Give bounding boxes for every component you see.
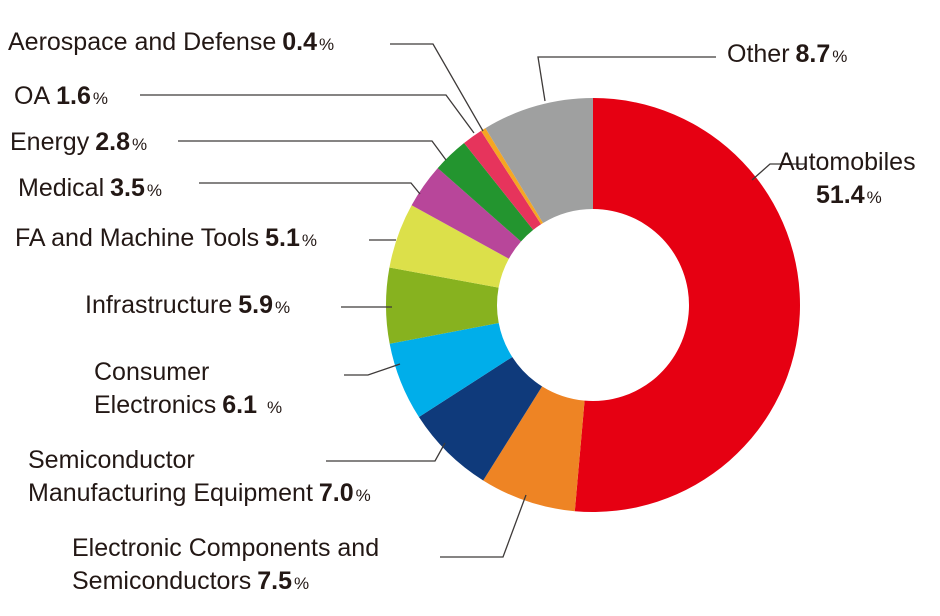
label-text: Manufacturing Equipment 7.0% bbox=[28, 479, 371, 507]
slice-infrastructure bbox=[385, 267, 499, 344]
label-value: 0.4 bbox=[282, 28, 317, 56]
leader-line-other bbox=[537, 56, 716, 102]
leader-line-oa bbox=[140, 94, 475, 134]
label-percent-sign: % bbox=[302, 231, 317, 250]
label-name: Infrastructure bbox=[85, 291, 232, 319]
label-name: FA and Machine Tools bbox=[15, 224, 259, 252]
label-name: Semiconductor bbox=[28, 446, 195, 474]
label-text: FA and Machine Tools 5.1% bbox=[15, 224, 317, 252]
label-text: OA 1.6% bbox=[14, 82, 108, 110]
label-text: Infrastructure 5.9% bbox=[85, 291, 290, 319]
label-name: Automobiles bbox=[778, 148, 916, 176]
leader-lines bbox=[140, 43, 805, 558]
slice-energy bbox=[437, 143, 534, 242]
label-text: Semiconductor bbox=[28, 446, 195, 474]
label-percent-sign: % bbox=[275, 298, 290, 317]
label-electronic-components-and-semiconductors: Electronic Components and Semiconductors 7… bbox=[72, 534, 379, 595]
label-name: Electronic Components and bbox=[72, 534, 379, 562]
leader-line-semiconductor-manufacturing-equipment bbox=[326, 442, 446, 462]
label-percent-sign: % bbox=[147, 181, 162, 200]
label-name: Other bbox=[727, 40, 790, 68]
leader-line-automobiles bbox=[751, 163, 805, 181]
label-name: Semiconductors bbox=[72, 567, 251, 595]
label-text: Aerospace and Defense 0.4% bbox=[8, 28, 334, 56]
slice-automobiles bbox=[574, 98, 800, 512]
label-name: Medical bbox=[18, 174, 104, 202]
label-automobiles: Automobiles 51.4% bbox=[778, 148, 916, 209]
leader-line-medical bbox=[199, 182, 421, 195]
label-name: Electronics bbox=[94, 391, 216, 419]
label-name: Manufacturing Equipment bbox=[28, 479, 313, 507]
label-value: 8.7 bbox=[796, 40, 831, 68]
label-value: 5.9 bbox=[238, 291, 273, 319]
slice-consumer-electronics bbox=[389, 322, 513, 418]
slice-fa-and-machine-tools bbox=[389, 205, 509, 288]
label-medical: Medical 3.5% bbox=[18, 174, 162, 202]
label-value: 1.6 bbox=[56, 82, 91, 110]
label-percent-sign: % bbox=[832, 47, 847, 66]
label-consumer-electronics: Consumer Electronics 6.1% bbox=[94, 358, 282, 419]
label-text: Energy 2.8% bbox=[10, 128, 147, 156]
label-name: OA bbox=[14, 82, 50, 110]
label-text: Medical 3.5% bbox=[18, 174, 162, 202]
label-text: Electronics 6.1% bbox=[94, 391, 282, 419]
label-infrastructure: Infrastructure 5.9% bbox=[85, 291, 290, 319]
leader-line-energy bbox=[178, 140, 447, 161]
slice-other bbox=[485, 98, 593, 223]
label-value: 3.5 bbox=[110, 174, 145, 202]
label-text: Semiconductors 7.5% bbox=[72, 567, 309, 595]
donut-slices bbox=[385, 98, 800, 512]
label-text: Electronic Components and bbox=[72, 534, 379, 562]
slice-oa bbox=[464, 130, 542, 230]
label-aerospace-and-defense: Aerospace and Defense 0.4% bbox=[8, 28, 334, 56]
label-percent-sign: % bbox=[267, 398, 282, 417]
leader-line-aerospace-and-defense bbox=[390, 43, 484, 132]
leader-line-electronic-components-and-semiconductors bbox=[440, 494, 527, 558]
label-value: 5.1 bbox=[265, 224, 300, 252]
label-percent-sign: % bbox=[93, 89, 108, 108]
label-oa: OA 1.6% bbox=[14, 82, 108, 110]
label-value: 7.5 bbox=[257, 567, 292, 595]
slice-semiconductor-manufacturing-equipment bbox=[418, 356, 543, 481]
slice-aerospace-and-defense bbox=[480, 128, 544, 225]
label-fa-and-machine-tools: FA and Machine Tools 5.1% bbox=[15, 224, 317, 252]
label-text: Other 8.7% bbox=[727, 40, 847, 68]
label-value: 7.0 bbox=[319, 479, 354, 507]
label-name: Energy bbox=[10, 128, 90, 156]
label-percent-sign: % bbox=[356, 486, 371, 505]
label-value: 6.1 bbox=[222, 391, 257, 419]
label-percent-sign: % bbox=[294, 574, 309, 593]
label-name: Aerospace and Defense bbox=[8, 28, 276, 56]
label-percent-sign: % bbox=[132, 135, 147, 154]
label-percent-sign: % bbox=[319, 35, 334, 54]
slice-electronic-components-and-semiconductors bbox=[483, 386, 585, 512]
slice-medical bbox=[411, 168, 521, 259]
label-percent-sign: % bbox=[867, 188, 882, 207]
label-energy: Energy 2.8% bbox=[10, 128, 147, 156]
label-text: Automobiles bbox=[778, 148, 916, 176]
label-value: 51.4 bbox=[816, 181, 865, 209]
label-text: Consumer bbox=[94, 358, 209, 386]
label-other: Other 8.7% bbox=[727, 40, 847, 68]
label-value: 2.8 bbox=[95, 128, 130, 156]
label-name: Consumer bbox=[94, 358, 209, 386]
label-value-text: 51.4% bbox=[816, 181, 882, 209]
leader-line-consumer-electronics bbox=[344, 363, 401, 376]
label-semiconductor-manufacturing-equipment: Semiconductor Manufacturing Equipment 7.0% bbox=[28, 446, 371, 507]
